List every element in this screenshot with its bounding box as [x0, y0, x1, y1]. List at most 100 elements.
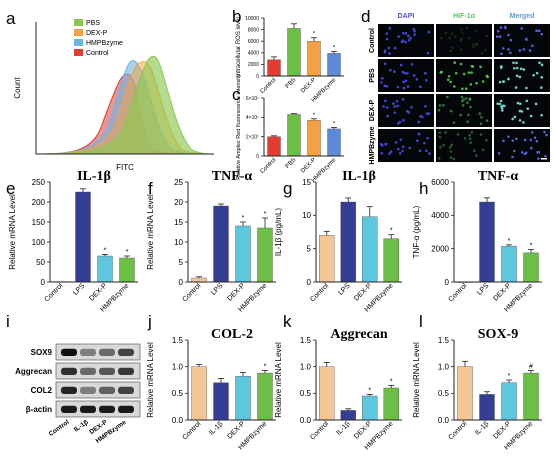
chart-h-bar: [479, 201, 495, 283]
wb-row-label: β-actin: [26, 405, 52, 414]
chart-c-ytick-label: 6×10⁷: [246, 96, 259, 102]
micro-image-tile: [436, 24, 492, 57]
chart-l-xtick-label: IL-1β: [474, 420, 490, 436]
chart-e-bar: [75, 191, 91, 283]
panel-letter-k: k: [283, 312, 292, 331]
chart-f-bar: [257, 227, 273, 283]
chart-h-bar: [523, 252, 539, 283]
chart-e-xtick-label: DEX-P: [88, 282, 108, 302]
chart-b-ytick-label: 6000: [248, 39, 259, 45]
panel-letter-f: f: [148, 179, 153, 198]
wb-strip: [55, 381, 141, 399]
chart-j-ylabel: Relative mRNA Level: [146, 342, 155, 418]
chart-g-xtick-label: LPS: [337, 282, 352, 297]
wb-strip: [55, 343, 141, 361]
chart-g-bar: [383, 238, 399, 283]
chart-b-bar: [267, 59, 281, 77]
chart-h-title: TNF-α: [478, 169, 519, 184]
micro-column-label: DAPI: [398, 13, 415, 20]
chart-g-ytick-label: 10: [302, 211, 311, 220]
wb-band: [61, 405, 77, 413]
chart-k-ytick-label: 1.5: [300, 336, 312, 345]
panel-letter-l: l: [419, 312, 423, 331]
chart-f-ytick-label: 5: [179, 258, 184, 267]
chart-j-ytick-label: 1.5: [172, 336, 184, 345]
flow-legend-dexp: DEX-P: [86, 30, 108, 37]
chart-h-sig: *: [508, 238, 511, 245]
chart-h-xtick-label: DEX-P: [492, 282, 512, 302]
panel-letter-c: c: [232, 85, 241, 104]
chart-j-xtick-label: DEX-P: [226, 420, 246, 440]
chart-f: TNF-α Relative mRNA Level 0 5 10 15 20 25 Contro…: [146, 169, 276, 314]
chart-l-title: SOX-9: [478, 327, 518, 342]
chart-f-sig: *: [264, 211, 267, 218]
chart-b-ylabel: Intracellular ROS level: [236, 17, 242, 77]
chart-b-ytick-label: 4000: [248, 51, 259, 57]
micro-scale-bar: [541, 158, 547, 160]
chart-e-title: IL-1β: [77, 169, 111, 184]
chart-f-bar: [191, 277, 207, 283]
chart-c-sig: *: [313, 113, 316, 119]
wb-strip: [55, 362, 141, 380]
chart-e-sig: *: [104, 247, 107, 254]
panel-letter-i: i: [6, 312, 10, 331]
chart-k-xtick-label: Control: [309, 420, 330, 441]
chart-b-sig: *: [333, 45, 336, 51]
chart-g: IL-1β IL-1β (pg/mL) 0 5 10 15 Control LPS DEX-P *…: [274, 169, 402, 314]
chart-b-bar: [307, 41, 321, 77]
chart-j-xtick-label: Control: [181, 420, 202, 441]
chart-k-ylabel: Relative mRNA Level: [274, 342, 283, 418]
chart-g-bar: [362, 216, 378, 283]
chart-h-sig: *: [530, 243, 533, 250]
chart-l-bar: [479, 394, 495, 421]
chart-k-ytick-label: 0.0: [300, 416, 312, 425]
panel-letter-j: j: [147, 312, 152, 331]
chart-e-ytick-label: 0: [41, 278, 46, 287]
micro-row-label: Control: [369, 28, 376, 53]
chart-e-bar: [97, 255, 113, 283]
wb-row-label: SOX9: [31, 348, 53, 357]
chart-e-ytick-label: 50: [36, 258, 45, 267]
chart-e-ytick-label: 250: [32, 178, 46, 187]
chart-c-ytick-label: 0: [256, 154, 259, 160]
chart-c-xtick-label: DEX-P: [300, 157, 317, 174]
wb-band: [61, 348, 77, 356]
chart-f-xtick-label: DEX-P: [226, 282, 246, 302]
chart-f-sig: *: [242, 215, 245, 222]
chart-c-ylabel: Relative Amplex Red fluorescence intensi…: [236, 74, 242, 180]
chart-l-ytick-label: 0.0: [438, 416, 450, 425]
micro-image-tile: [378, 94, 434, 127]
micro-cell-dots: [437, 130, 488, 161]
panel-letter-e: e: [6, 179, 15, 198]
chart-k-bar: [319, 366, 335, 421]
chart-f-ytick-label: 15: [174, 218, 183, 227]
chart-f-ylabel: Relative mRNA Level: [146, 194, 155, 270]
chart-c-bar: [287, 114, 301, 157]
wb-band: [118, 367, 134, 375]
wb-band: [118, 348, 134, 356]
chart-k-bar: [383, 387, 399, 421]
chart-j-ytick-label: 1.0: [172, 362, 184, 371]
chart-j-ytick-label: 0.5: [172, 389, 184, 398]
chart-f-bar: [213, 205, 229, 283]
chart-l-sig: #: [529, 363, 533, 370]
chart-j-title: COL-2: [211, 327, 253, 342]
chart-f-ytick-label: 10: [174, 238, 183, 247]
chart-l: SOX-9 Relative mRNA Level 0.0 0.5 1.0 1.5 Cont…: [412, 327, 542, 452]
flow-y-label: Count: [13, 77, 22, 99]
chart-j-xtick-label: IL-1β: [208, 420, 224, 436]
chart-e: IL-1β Relative mRNA Level 0 50 100 150 200 250 C…: [8, 169, 138, 314]
chart-l-ytick-label: 0.5: [438, 389, 450, 398]
chart-b: Intracellular ROS level 0 2000 4000 6000 8000…: [236, 16, 344, 104]
flow-legend-swatch-hmpbzyme: [74, 39, 83, 46]
flow-legend: PBS DEX-P HMPBzyme Control: [74, 19, 123, 57]
wb-band: [61, 386, 77, 394]
wb-strip: [55, 400, 141, 418]
panel-letter-h: h: [419, 179, 428, 198]
chart-g-ytick-label: 15: [302, 178, 311, 187]
chart-l-xtick-label: Control: [447, 420, 468, 441]
micro-cell-dots: [383, 27, 431, 55]
chart-b-ytick-label: 0: [256, 74, 259, 80]
